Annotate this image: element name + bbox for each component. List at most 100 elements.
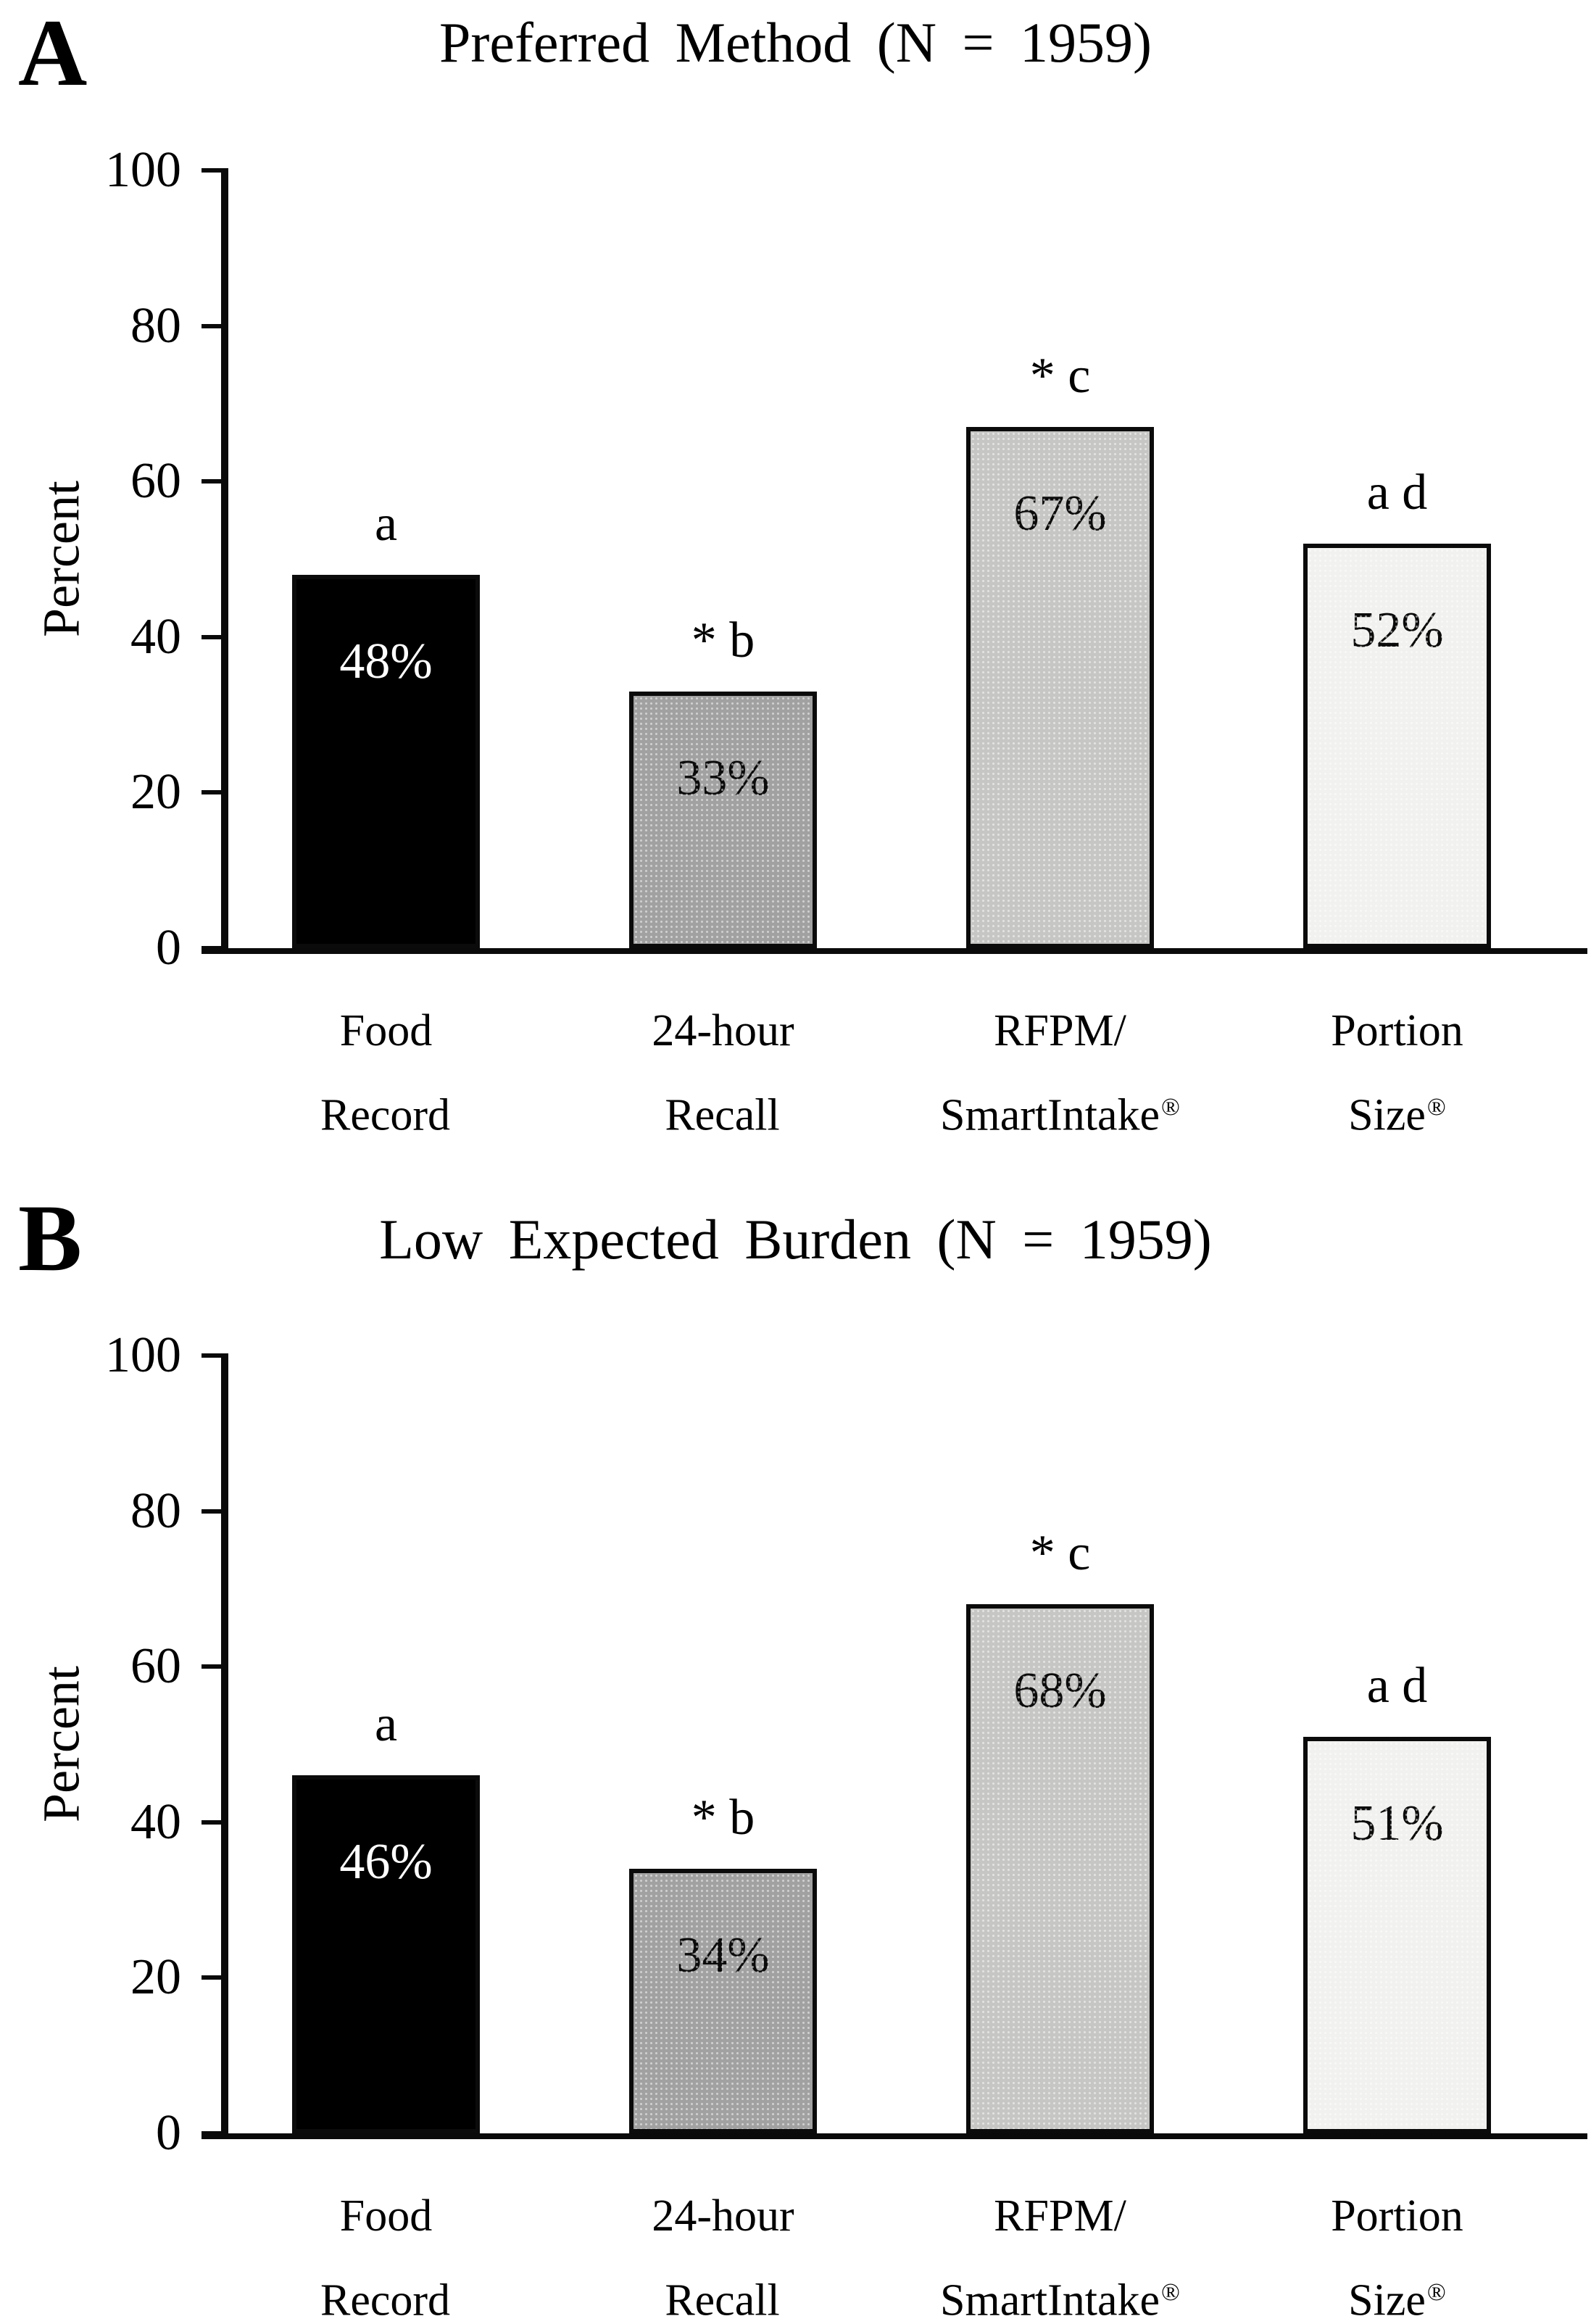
y-axis-tick	[202, 1975, 223, 1980]
bar-24-hour-recall: 34%	[629, 1869, 817, 2133]
panel-a-bars-area: a 48% * b 33% * c 67%	[217, 170, 1566, 948]
x-label-line1: 24-hour	[652, 2191, 794, 2241]
bar-annotation: * c	[1029, 348, 1091, 404]
bar-slot-food-record: a 48%	[217, 170, 554, 948]
bar-value-label: 33%	[676, 750, 770, 806]
x-label-line1: RFPM/	[994, 1006, 1126, 1055]
y-axis-line	[221, 1353, 228, 2139]
x-axis-line	[202, 948, 1587, 954]
panel-b-bars-area: a 46% * b 34% * c 68%	[217, 1356, 1566, 2133]
y-axis-tick	[202, 1820, 223, 1825]
x-label-line2: Recall	[554, 2254, 892, 2324]
bar-slot-portion-size: a d 52%	[1229, 170, 1566, 948]
registered-trademark-symbol: ®	[1426, 2279, 1446, 2306]
y-tick-label-80: 80	[130, 298, 181, 354]
x-label-line2-text: Recall	[665, 2275, 780, 2324]
bar-annotation: * b	[691, 612, 755, 668]
panel-b-letter: B	[18, 1184, 83, 1291]
x-label-line2: SmartIntake®	[892, 2254, 1229, 2324]
y-tick-label-20: 20	[130, 1949, 181, 2005]
bar-portion-size: 52%	[1303, 544, 1491, 948]
bar-value-label: 48%	[339, 633, 433, 689]
y-axis-tick	[202, 1664, 223, 1669]
bar-annotation: a d	[1366, 465, 1428, 521]
bar-rfpm-smartintake: 68%	[966, 1604, 1154, 2133]
bar-slot-rfpm-smartintake: * c 67%	[892, 170, 1229, 948]
x-label-line2: Recall	[554, 1069, 892, 1153]
registered-trademark-symbol: ®	[1426, 1094, 1446, 1121]
bar-portion-size: 51%	[1303, 1736, 1491, 2133]
bar-24-hour-recall: 33%	[629, 691, 817, 948]
bar-food-record: 48%	[292, 574, 480, 948]
y-tick-label-80: 80	[130, 1483, 181, 1539]
x-label-line2: Size®	[1229, 2254, 1566, 2324]
x-label-line1: 24-hour	[652, 1006, 794, 1055]
y-tick-label-0: 0	[156, 920, 181, 976]
panel-b-x-axis-labels: Food Record 24-hour Recall RFPM/ SmartIn…	[217, 2178, 1566, 2324]
panel-a: A Preferred Method (N = 1959) Percent 10…	[0, 0, 1591, 1153]
x-label-line2-text: Record	[320, 2275, 451, 2324]
x-category-label-rfpm-smartintake: RFPM/ SmartIntake®	[892, 993, 1229, 1153]
x-category-label-24-hour-recall: 24-hour Recall	[554, 2178, 892, 2324]
bar-slot-food-record: a 46%	[217, 1356, 554, 2133]
registered-trademark-symbol: ®	[1161, 2279, 1180, 2306]
x-label-line2: Size®	[1229, 1069, 1566, 1153]
y-axis-tick	[202, 479, 223, 484]
bar-annotation: a	[374, 1696, 398, 1753]
y-tick-label-60: 60	[130, 453, 181, 509]
x-category-label-rfpm-smartintake: RFPM/ SmartIntake®	[892, 2178, 1229, 2324]
x-label-line1: Food	[339, 2191, 433, 2241]
panel-b-plot: Percent 100 80 60 40 20 0 a 46%	[0, 1327, 1591, 2161]
bar-annotation: a d	[1366, 1657, 1428, 1714]
panel-a-plot: Percent 100 80 60 40 20 0 a 48%	[0, 142, 1591, 976]
y-axis-tick	[202, 168, 223, 173]
bar-slot-24-hour-recall: * b 33%	[554, 170, 892, 948]
panel-b: B Low Expected Burden (N = 1959) Percent…	[0, 1185, 1591, 2324]
bar-rfpm-smartintake: 67%	[966, 427, 1154, 948]
registered-trademark-symbol: ®	[1161, 1094, 1180, 1121]
bar-annotation: * b	[691, 1790, 755, 1846]
x-category-label-portion-size: Portion Size®	[1229, 993, 1566, 1153]
bar-slot-portion-size: a d 51%	[1229, 1356, 1566, 2133]
y-axis-tick	[202, 324, 223, 328]
bar-value-label: 51%	[1350, 1795, 1444, 1851]
bar-annotation: * c	[1029, 1525, 1091, 1582]
x-category-label-food-record: Food Record	[217, 993, 554, 1153]
bar-value-label: 52%	[1350, 602, 1444, 659]
x-axis-line	[202, 2133, 1587, 2139]
y-axis-line	[221, 168, 228, 954]
x-label-line2-text: Size	[1348, 1090, 1426, 1140]
y-tick-label-60: 60	[130, 1638, 181, 1694]
panel-a-title: Preferred Method (N = 1959)	[439, 11, 1152, 74]
bar-annotation: a	[374, 495, 398, 552]
x-label-line2: Record	[217, 2254, 554, 2324]
y-tick-label-0: 0	[156, 2105, 181, 2161]
bar-value-label: 67%	[1013, 486, 1107, 542]
y-tick-label-40: 40	[130, 609, 181, 665]
x-label-line2-text: SmartIntake	[940, 2275, 1160, 2324]
bar-food-record: 46%	[292, 1775, 480, 2133]
x-label-line2-text: Recall	[665, 1090, 780, 1140]
x-label-line1: Portion	[1331, 1006, 1463, 1055]
x-label-line2: Record	[217, 1069, 554, 1153]
x-category-label-food-record: Food Record	[217, 2178, 554, 2324]
y-tick-label-100: 100	[105, 142, 181, 198]
x-label-line2-text: SmartIntake	[940, 1090, 1160, 1140]
bar-slot-24-hour-recall: * b 34%	[554, 1356, 892, 2133]
bar-value-label: 46%	[339, 1834, 433, 1891]
panel-b-title: Low Expected Burden (N = 1959)	[379, 1208, 1212, 1271]
y-axis-tick	[202, 1509, 223, 1514]
y-tick-label-20: 20	[130, 764, 181, 820]
x-label-line2-text: Record	[320, 1090, 451, 1140]
y-tick-label-40: 40	[130, 1794, 181, 1850]
bar-value-label: 34%	[676, 1927, 770, 1984]
x-label-line2: SmartIntake®	[892, 1069, 1229, 1153]
bar-value-label: 68%	[1013, 1663, 1107, 1719]
y-axis-tick	[202, 790, 223, 794]
panel-a-letter: A	[18, 0, 88, 106]
y-tick-label-100: 100	[105, 1327, 181, 1383]
x-label-line1: Food	[339, 1006, 433, 1055]
x-label-line1: RFPM/	[994, 2191, 1126, 2241]
x-category-label-portion-size: Portion Size®	[1229, 2178, 1566, 2324]
